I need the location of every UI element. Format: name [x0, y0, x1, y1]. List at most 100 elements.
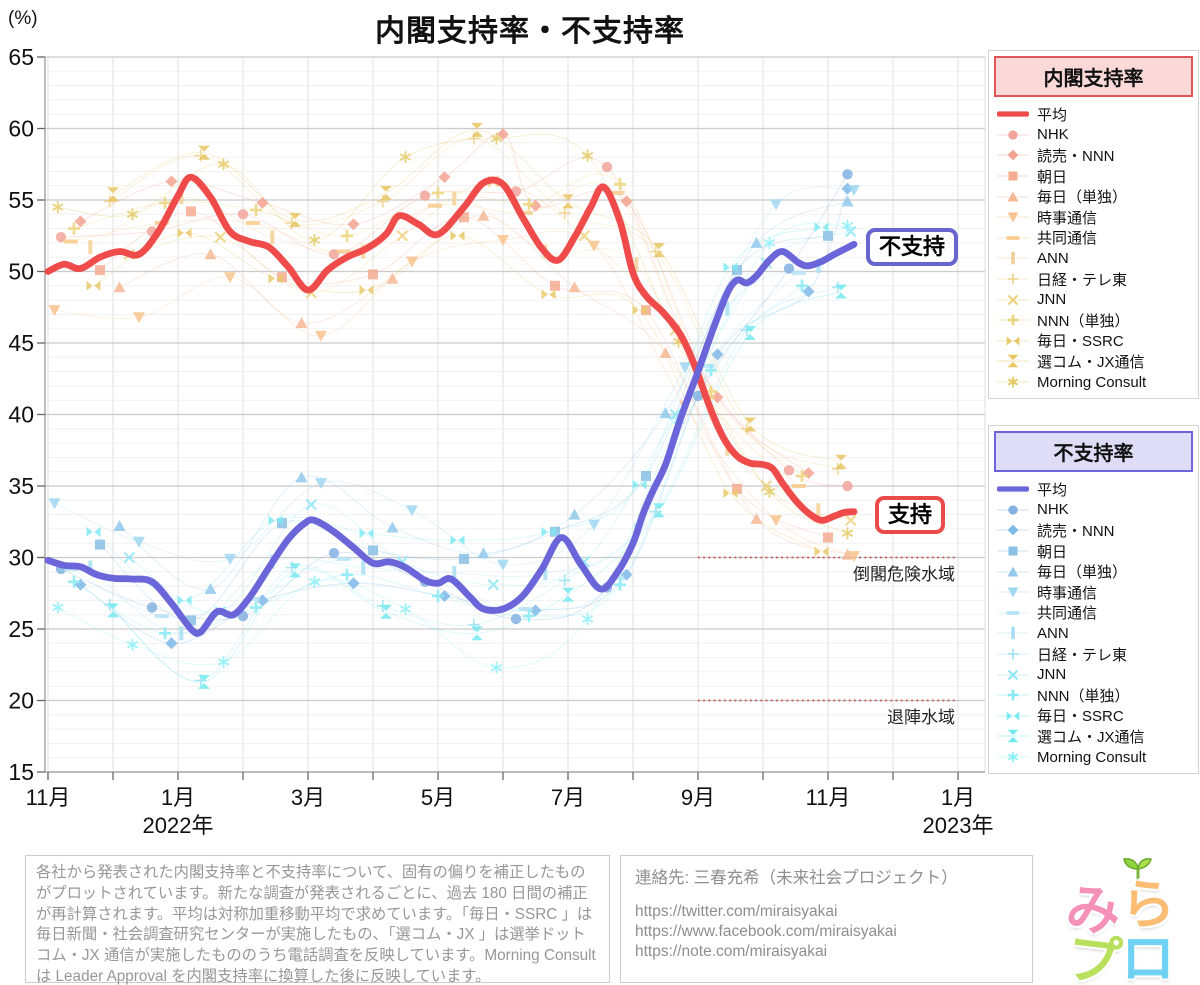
x-tick-label: 11月 — [26, 785, 71, 810]
legend-item: JNN — [989, 664, 1198, 685]
contact-link[interactable]: https://note.com/miraisyakai — [635, 943, 828, 961]
data-point-marker — [88, 240, 93, 255]
data-point-marker — [295, 317, 308, 328]
data-point-marker — [159, 196, 171, 209]
data-point-marker — [1006, 711, 1020, 721]
sprout-icon — [1123, 858, 1152, 885]
data-point-marker — [48, 498, 61, 510]
data-point-marker — [659, 347, 672, 358]
legend-item: 時事通信 — [989, 582, 1198, 603]
contact-link[interactable]: https://twitter.com/miraisyakai — [635, 903, 838, 920]
data-point-marker — [237, 209, 249, 220]
circle-marker-icon — [989, 127, 1037, 143]
data-point-marker — [823, 230, 833, 241]
data-point-marker — [842, 480, 853, 492]
legend-item: 毎日・SSRC — [989, 331, 1198, 352]
data-point-marker — [744, 417, 756, 432]
data-point-marker — [770, 515, 782, 527]
y-tick-label: 15 — [8, 759, 34, 785]
data-point-marker — [497, 559, 509, 571]
legend-item: 平均 — [989, 104, 1198, 125]
data-point-marker — [723, 488, 738, 499]
data-point-marker — [268, 515, 283, 526]
data-point-marker — [581, 613, 594, 625]
legend-item: 時事通信 — [989, 207, 1198, 228]
legend-item-label: ANN — [1037, 249, 1069, 267]
tri-up-marker-icon — [989, 189, 1037, 205]
data-point-marker — [550, 280, 560, 291]
mirapro-logo: みらプロ — [1042, 858, 1200, 985]
legend-item: NNN（単独） — [989, 685, 1198, 706]
line-marker-icon — [989, 106, 1037, 122]
legend-item: NHK — [989, 125, 1198, 146]
data-point-marker — [802, 285, 815, 298]
data-point-marker — [490, 132, 503, 145]
contact-name: 連絡先: 三春充希（未来社会プロジェクト） — [635, 869, 958, 887]
contact-link[interactable]: https://www.facebook.com/miraisyakai — [635, 923, 897, 941]
data-point-marker — [614, 178, 626, 191]
approval-line-label: 支持 — [875, 496, 946, 534]
asterisk-marker-icon — [989, 374, 1037, 390]
data-point-marker — [471, 122, 483, 137]
data-point-marker — [186, 206, 196, 217]
disapproval-legend: 不支持率 平均 NHK 読売・NNN 朝日 毎日（単独） 時事通信 共同通信 ANN 日経・テレ… — [988, 425, 1199, 775]
x-tick-label: 1月 — [161, 785, 195, 810]
legend-item-label: ANN — [1037, 624, 1069, 642]
x-tick-label: 5月 — [421, 785, 455, 810]
data-point-marker — [711, 348, 724, 361]
data-point-marker — [609, 190, 624, 195]
legend-item-label: JNN — [1037, 291, 1067, 309]
data-point-marker — [510, 613, 522, 625]
data-point-marker — [518, 607, 533, 611]
data-point-marker — [518, 210, 533, 215]
data-point-marker — [204, 248, 217, 260]
data-point-marker — [1008, 546, 1018, 556]
legend-item-label: 毎日・SSRC — [1037, 708, 1124, 726]
data-point-marker — [438, 171, 451, 184]
data-point-marker — [1008, 130, 1018, 140]
pollster-connector-line — [109, 137, 838, 470]
legend-item-label: 共同通信 — [1037, 230, 1098, 248]
data-point-marker — [1007, 273, 1019, 285]
data-point-marker — [1007, 314, 1019, 326]
data-point-marker — [450, 230, 465, 241]
data-point-marker — [1006, 236, 1020, 240]
data-point-marker — [490, 661, 503, 674]
x-tick-label: 7月 — [551, 785, 585, 810]
legend-item-label: 平均 — [1037, 481, 1068, 499]
data-point-marker — [336, 556, 351, 561]
data-point-marker — [68, 222, 80, 235]
data-point-marker — [641, 471, 651, 481]
legend-item-label: NNN（単独） — [1037, 687, 1130, 705]
data-point-marker — [368, 269, 378, 280]
pollster-connector-line — [129, 180, 851, 521]
data-point-marker — [452, 566, 457, 581]
legend-item-label: 読売・NNN — [1037, 522, 1115, 540]
legend-item: Morning Consult — [989, 747, 1198, 768]
data-point-marker — [126, 208, 139, 221]
average-line — [44, 240, 858, 637]
data-point-marker — [165, 637, 178, 650]
data-point-marker — [419, 190, 431, 201]
data-point-marker — [997, 486, 1029, 492]
data-point-marker — [632, 305, 647, 316]
data-point-marker — [245, 220, 260, 225]
data-point-marker — [52, 601, 64, 614]
data-point-marker — [165, 175, 178, 188]
data-point-marker — [289, 563, 301, 578]
data-point-marker — [347, 218, 360, 231]
data-point-marker — [1006, 611, 1020, 615]
circle-marker-icon — [989, 502, 1037, 518]
data-point-marker — [113, 520, 126, 531]
data-point-marker — [845, 514, 857, 527]
legend-item: JNN — [989, 289, 1198, 310]
data-point-marker — [177, 595, 192, 606]
data-point-marker — [543, 566, 548, 581]
data-point-marker — [705, 364, 717, 377]
data-point-marker — [432, 590, 444, 603]
data-point-marker — [399, 603, 412, 615]
data-point-marker — [601, 161, 613, 173]
data-point-marker — [250, 601, 262, 614]
data-point-marker — [1007, 525, 1019, 536]
